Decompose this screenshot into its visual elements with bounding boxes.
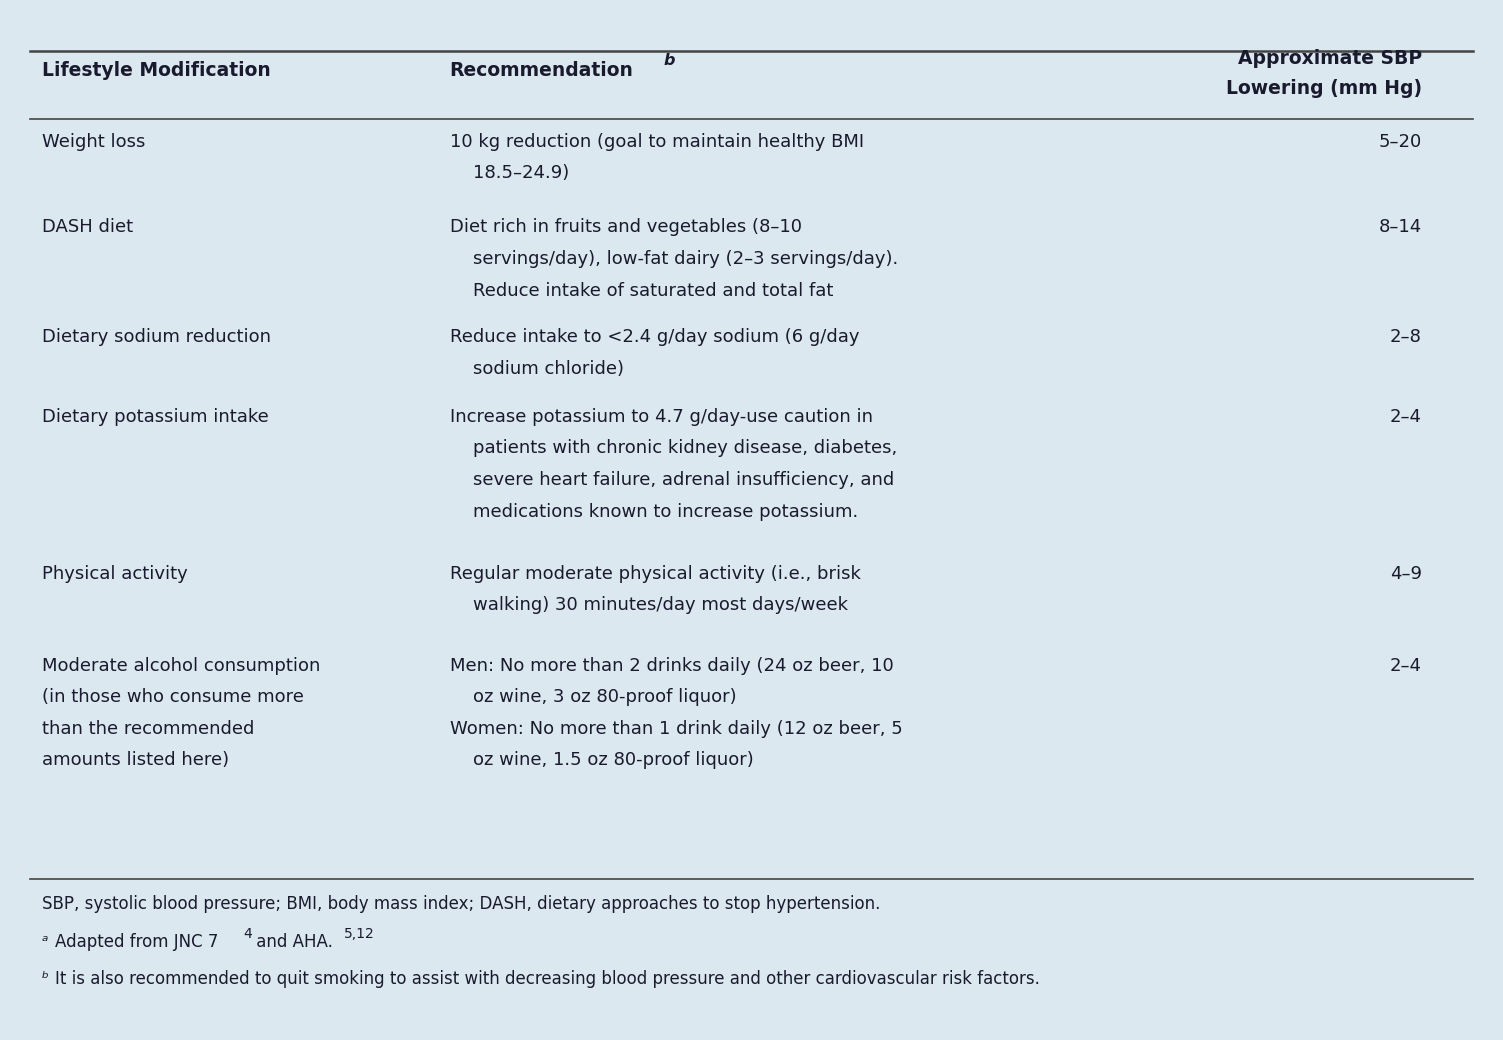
- Text: 2–4: 2–4: [1390, 656, 1422, 675]
- Text: Reduce intake to <2.4 g/day sodium (6 g/day: Reduce intake to <2.4 g/day sodium (6 g/…: [449, 329, 860, 346]
- Text: 2–8: 2–8: [1390, 329, 1422, 346]
- Text: Regular moderate physical activity (i.e., brisk: Regular moderate physical activity (i.e.…: [449, 565, 860, 582]
- Text: Women: No more than 1 drink daily (12 oz beer, 5: Women: No more than 1 drink daily (12 oz…: [449, 720, 902, 737]
- Text: severe heart failure, adrenal insufficiency, and: severe heart failure, adrenal insufficie…: [449, 471, 894, 489]
- Text: oz wine, 1.5 oz 80-proof liquor): oz wine, 1.5 oz 80-proof liquor): [449, 751, 753, 770]
- Text: ᵇ: ᵇ: [42, 970, 48, 988]
- Text: walking) 30 minutes/day most days/week: walking) 30 minutes/day most days/week: [449, 596, 848, 615]
- Text: than the recommended: than the recommended: [42, 720, 254, 737]
- Text: sodium chloride): sodium chloride): [449, 360, 624, 378]
- Text: Moderate alcohol consumption: Moderate alcohol consumption: [42, 656, 320, 675]
- Text: amounts listed here): amounts listed here): [42, 751, 228, 770]
- Text: 4: 4: [243, 927, 253, 940]
- Text: Physical activity: Physical activity: [42, 565, 188, 582]
- Text: Increase potassium to 4.7 g/day-use caution in: Increase potassium to 4.7 g/day-use caut…: [449, 408, 873, 426]
- Text: Reduce intake of saturated and total fat: Reduce intake of saturated and total fat: [449, 282, 833, 300]
- Text: DASH diet: DASH diet: [42, 218, 132, 236]
- Text: 10 kg reduction (goal to maintain healthy BMI: 10 kg reduction (goal to maintain health…: [449, 133, 864, 151]
- Text: Dietary potassium intake: Dietary potassium intake: [42, 408, 269, 426]
- Text: servings/day), low-fat dairy (2–3 servings/day).: servings/day), low-fat dairy (2–3 servin…: [449, 250, 897, 268]
- Text: Approximate SBP: Approximate SBP: [1237, 49, 1422, 69]
- Text: patients with chronic kidney disease, diabetes,: patients with chronic kidney disease, di…: [449, 440, 897, 458]
- Text: 8–14: 8–14: [1378, 218, 1422, 236]
- Text: SBP, systolic blood pressure; BMI, body mass index; DASH, dietary approaches to : SBP, systolic blood pressure; BMI, body …: [42, 895, 879, 913]
- Text: medications known to increase potassium.: medications known to increase potassium.: [449, 502, 858, 521]
- Text: Lowering (mm Hg): Lowering (mm Hg): [1225, 79, 1422, 98]
- Text: Weight loss: Weight loss: [42, 133, 144, 151]
- Text: Lifestyle Modification: Lifestyle Modification: [42, 61, 271, 80]
- Text: (in those who consume more: (in those who consume more: [42, 688, 304, 706]
- Text: 5,12: 5,12: [344, 927, 374, 940]
- Text: 5–20: 5–20: [1378, 133, 1422, 151]
- Text: Men: No more than 2 drinks daily (24 oz beer, 10: Men: No more than 2 drinks daily (24 oz …: [449, 656, 893, 675]
- Text: It is also recommended to quit smoking to assist with decreasing blood pressure : It is also recommended to quit smoking t…: [54, 970, 1040, 988]
- Text: 18.5–24.9): 18.5–24.9): [449, 164, 568, 182]
- Text: and AHA.: and AHA.: [251, 933, 332, 951]
- Text: Dietary sodium reduction: Dietary sodium reduction: [42, 329, 271, 346]
- Text: Diet rich in fruits and vegetables (8–10: Diet rich in fruits and vegetables (8–10: [449, 218, 801, 236]
- Text: Recommendation: Recommendation: [449, 61, 633, 80]
- Text: b: b: [663, 53, 675, 69]
- Text: oz wine, 3 oz 80-proof liquor): oz wine, 3 oz 80-proof liquor): [449, 688, 736, 706]
- Text: 2–4: 2–4: [1390, 408, 1422, 426]
- Text: Adapted from JNC 7: Adapted from JNC 7: [54, 933, 218, 951]
- Text: ᵃ: ᵃ: [42, 933, 48, 951]
- Text: 4–9: 4–9: [1390, 565, 1422, 582]
